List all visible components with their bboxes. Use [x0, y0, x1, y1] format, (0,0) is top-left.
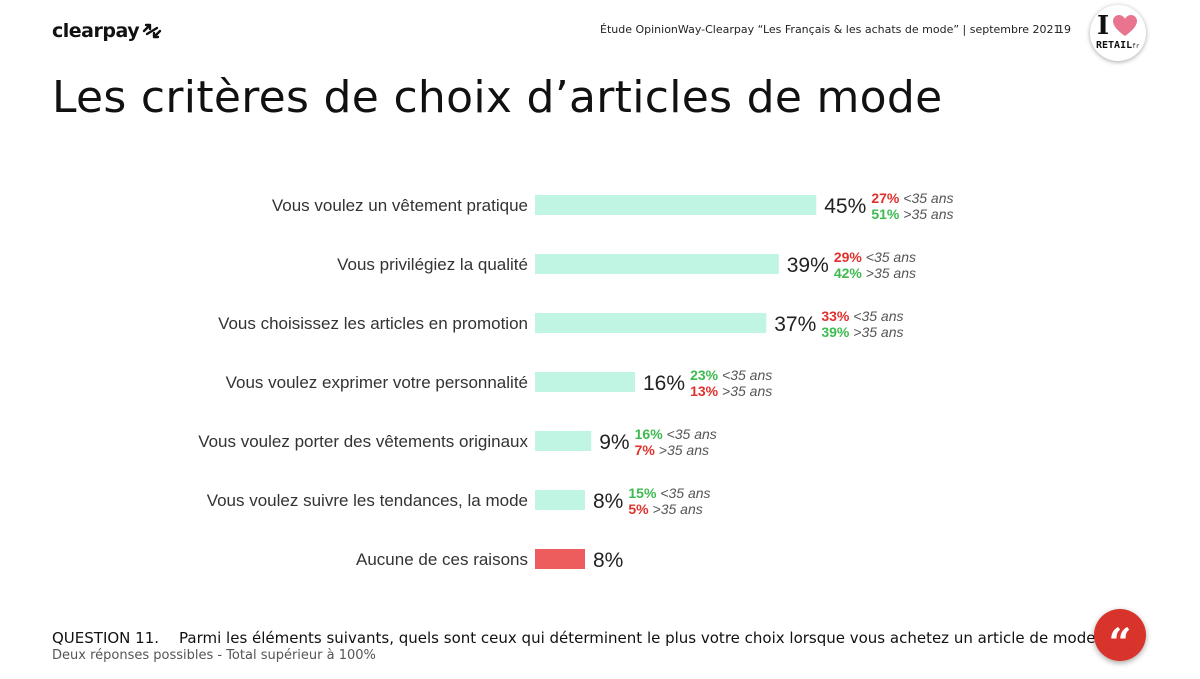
category-label: Vous voulez exprimer votre personnalité [226, 373, 528, 392]
bar-chart: Vous voulez un vêtement pratique 45% 27% <… [198, 190, 953, 572]
badge-suffix: fr [1132, 43, 1140, 50]
question-label: QUESTION 11. [52, 629, 160, 647]
answer-note: Deux réponses possibles - Total supérieu… [52, 648, 376, 663]
value-label: 8% [593, 549, 623, 572]
category-label: Vous privilégiez la qualité [337, 255, 528, 274]
age-breakdown-label: 13% >35 ans [690, 383, 772, 399]
bar [535, 372, 635, 392]
page-title: Les critères de choix d’articles de mode [52, 72, 943, 123]
value-label: 39% [787, 254, 829, 277]
age-breakdown-label: 33% <35 ans [821, 308, 903, 324]
value-label: 37% [774, 313, 816, 336]
category-label: Vous voulez suivre les tendances, la mod… [207, 491, 528, 510]
age-breakdown-label: 39% >35 ans [821, 324, 903, 340]
category-label: Vous voulez porter des vêtements origina… [198, 432, 528, 451]
bar [535, 195, 817, 215]
bar [535, 490, 585, 510]
bar [535, 549, 585, 569]
age-breakdown-label: 16% <35 ans [635, 426, 717, 442]
bar [535, 313, 767, 333]
clearpay-logo: clearpay [52, 20, 163, 42]
value-label: 8% [593, 490, 623, 513]
page-number: 19 [1057, 23, 1071, 36]
category-label: Vous choisissez les articles en promotio… [218, 314, 528, 333]
bar [535, 431, 592, 451]
heart-icon [1113, 15, 1137, 36]
age-breakdown-label: 51% >35 ans [871, 206, 953, 222]
age-breakdown-label: 23% <35 ans [690, 367, 772, 383]
brand-name: clearpay [52, 20, 140, 42]
question-text: QUESTION 11. Parmi les éléments suivants,… [52, 629, 1108, 647]
value-label: 16% [643, 372, 685, 395]
badge-word: RETAILfr [1096, 40, 1140, 51]
age-breakdown-label: 29% <35 ans [834, 249, 916, 265]
clearpay-arrows-icon [142, 23, 162, 39]
age-breakdown-label: 27% <35 ans [871, 190, 953, 206]
bar [535, 254, 779, 274]
badge-letter: I [1097, 11, 1110, 41]
study-reference: Étude OpinionWay-Clearpay “Les Français … [600, 23, 1061, 36]
category-label: Vous voulez un vêtement pratique [272, 196, 528, 215]
age-breakdown-label: 7% >35 ans [635, 442, 709, 458]
age-breakdown-label: 5% >35 ans [628, 501, 702, 517]
quote-icon[interactable]: “ [1094, 609, 1146, 667]
i-love-retail-badge: I RETAILfr [1090, 5, 1146, 61]
question-body: Parmi les éléments suivants, quels sont … [179, 629, 1109, 647]
category-label: Aucune de ces raisons [356, 550, 528, 569]
age-breakdown-label: 42% >35 ans [834, 265, 916, 281]
value-label: 9% [599, 431, 629, 454]
value-label: 45% [824, 195, 866, 218]
age-breakdown-label: 15% <35 ans [628, 485, 710, 501]
